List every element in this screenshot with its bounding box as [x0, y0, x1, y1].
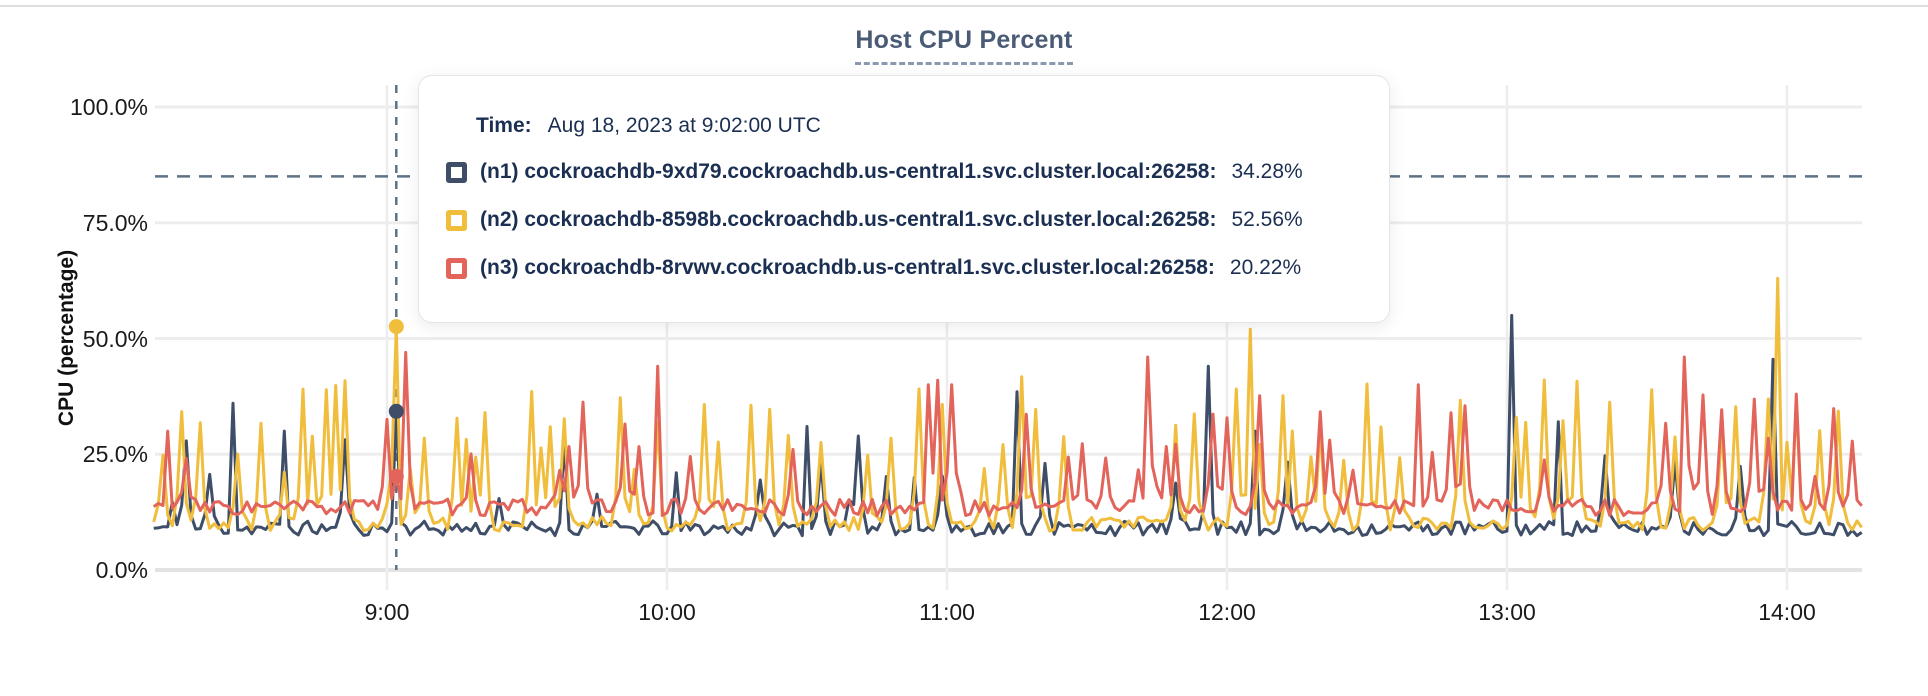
series-n3-value: 20.22%	[1229, 256, 1302, 279]
series-row-n2: (n2) cockroachdb-8598b.cockroachdb.us-ce…	[446, 206, 1359, 234]
card-top-border	[0, 5, 1928, 7]
tooltip-time-value: Aug 18, 2023 at 9:02:00 UTC	[547, 114, 821, 137]
series-n3-swatch-icon	[446, 257, 467, 279]
y-tick-label: 75.0%	[82, 209, 148, 236]
tooltip-time-row: Time: Aug 18, 2023 at 9:02:00 UTC	[476, 114, 1359, 138]
y-tick-label: 0.0%	[95, 557, 148, 583]
series-n2-label: (n2) cockroachdb-8598b.cockroachdb.us-ce…	[480, 208, 1217, 231]
page-title: Host CPU Percent	[855, 26, 1073, 65]
y-tick-label: 50.0%	[82, 325, 148, 352]
chart-header: Host CPU Percent	[0, 26, 1928, 65]
tooltip-time-label: Time:	[476, 114, 532, 137]
series-n1-label: (n1) cockroachdb-9xd79.cockroachdb.us-ce…	[480, 160, 1217, 183]
x-tick-label: 14:00	[1758, 599, 1816, 625]
series-n1-value: 34.28%	[1231, 160, 1303, 183]
x-tick-label: 9:00	[364, 599, 410, 625]
x-tick-label: 13:00	[1478, 599, 1536, 625]
x-tick-label: 12:00	[1198, 599, 1256, 625]
hover-tooltip: Time: Aug 18, 2023 at 9:02:00 UTC (n1) co…	[418, 75, 1390, 323]
series-n1-swatch-icon	[446, 161, 467, 183]
x-tick-label: 10:00	[638, 599, 696, 625]
series-row-n1: (n1) cockroachdb-9xd79.cockroachdb.us-ce…	[446, 158, 1359, 186]
series-n3-label: (n3) cockroachdb-8rvwv.cockroachdb.us-ce…	[480, 256, 1215, 279]
x-tick-label: 11:00	[919, 599, 975, 625]
y-tick-label: 25.0%	[82, 441, 148, 468]
y-tick-label: 100.0%	[69, 94, 148, 120]
series-n2-swatch-icon	[446, 209, 467, 231]
series-n2-value: 52.56%	[1231, 208, 1303, 231]
series-row-n3: (n3) cockroachdb-8rvwv.cockroachdb.us-ce…	[446, 254, 1359, 282]
